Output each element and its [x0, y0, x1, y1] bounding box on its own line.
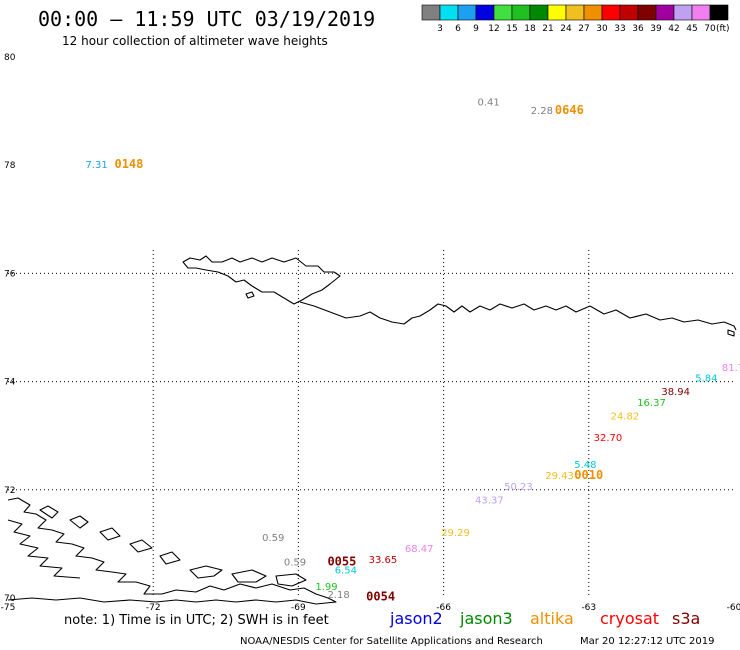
- scale-tick-label: 39: [650, 24, 662, 34]
- scale-swatch: [439, 4, 459, 21]
- wave-height-label: 16.37: [637, 398, 666, 409]
- baffin-coastline-inlet: [7, 519, 81, 579]
- scale-tick-label: 36: [632, 24, 644, 34]
- scale-tick-label: 45: [686, 24, 697, 34]
- scale-swatch: [547, 4, 567, 21]
- scale-tick-label: 9: [473, 24, 479, 34]
- wave-height-label: 38.94: [661, 387, 690, 398]
- wave-height-color-scale: 3 6 9 12 15 18 21 24 27 30 33 36 39 42 45 70: [421, 4, 729, 34]
- scale-tick-label: 42: [668, 24, 679, 34]
- scale-swatch: [655, 4, 675, 21]
- wave-height-label: 2.18: [327, 590, 349, 601]
- scale-units: (ft): [716, 24, 730, 34]
- wave-height-label: 32.70: [594, 433, 623, 444]
- scale-tick-label: 18: [524, 24, 536, 34]
- lon-tick-label: -60: [727, 603, 740, 613]
- lat-tick-label: 72: [4, 486, 15, 496]
- scale-tick-label: 33: [614, 24, 625, 34]
- scale-tick-label: 12: [488, 24, 499, 34]
- wave-height-label: 5.84: [695, 374, 717, 385]
- satellite-legend-item: s3a: [672, 609, 700, 628]
- credit-text: NOAA/NESDIS Center for Satellite Applica…: [240, 636, 543, 647]
- scale-swatch: [583, 4, 603, 21]
- wave-height-label: 2.28: [531, 106, 553, 117]
- scale-swatch: [475, 4, 495, 21]
- scale-tick-label: 24: [560, 24, 572, 34]
- wave-height-label: 1.99: [315, 582, 337, 593]
- scale-tick-label: 6: [455, 24, 461, 34]
- scale-swatch: [619, 4, 639, 21]
- island-east: [727, 329, 735, 337]
- lon-tick-label: -63: [581, 603, 596, 613]
- island-small: [245, 291, 255, 299]
- scale-tick-label: 70: [704, 24, 716, 34]
- scale-tick-label: 21: [542, 24, 553, 34]
- scale-tick-label: 30: [596, 24, 608, 34]
- wave-height-label: 6.54: [335, 566, 357, 577]
- scale-swatch: [511, 4, 531, 21]
- lat-tick-label: 74: [4, 378, 16, 388]
- scale-swatch: [601, 4, 621, 21]
- lat-tick-label: 76: [4, 269, 16, 279]
- wave-height-label: 0.59: [284, 558, 306, 569]
- scale-swatch: [637, 4, 657, 21]
- satellite-legend: jason2 jason3 altika cryosat s3a: [389, 609, 700, 628]
- greenland-coastline-east: [299, 301, 737, 331]
- wave-height-label: 81.76: [722, 363, 740, 374]
- wave-height-label: 29.43: [545, 471, 574, 482]
- scale-swatch: [493, 4, 513, 21]
- pass-time-label: 0055: [327, 555, 356, 569]
- wave-height-label: 43.37: [475, 495, 504, 506]
- satellite-legend-item: jason3: [459, 609, 513, 628]
- wave-height-label: 0.59: [262, 533, 284, 544]
- wave-height-label: 5.48: [574, 460, 596, 471]
- lat-tick-label: 70: [4, 594, 16, 604]
- map-plot: 80 78 76 74 72 70-75 -72 -69 -66 -63 -60 0.41 2.28 7…: [1, 53, 740, 613]
- scale-swatch: [709, 4, 729, 21]
- graticule: 80 78 76 74 72 70-75 -72 -69 -66 -63 -60: [1, 53, 740, 613]
- pass-time-label: 0054: [366, 590, 395, 604]
- scale-swatch: [421, 4, 441, 21]
- lon-tick-label: -72: [146, 603, 161, 613]
- lon-tick-label: -69: [291, 603, 306, 613]
- lat-tick-label: 80: [4, 53, 16, 63]
- wave-height-label: 24.82: [611, 411, 640, 422]
- pass-time-label: 0646: [555, 103, 584, 117]
- satellite-legend-item: altika: [530, 609, 574, 628]
- wave-height-label: 7.31: [85, 160, 107, 171]
- scale-swatch: [565, 4, 585, 21]
- pass-time-label: 0010: [574, 468, 603, 482]
- page-title: 00:00 – 11:59 UTC 03/19/2019: [38, 7, 375, 31]
- lon-tick-label: -75: [1, 603, 16, 613]
- wave-height-label: 29.29: [441, 528, 470, 539]
- baffin-coastline-south: [39, 505, 181, 565]
- baffin-island-fragments: [189, 565, 307, 587]
- wave-height-label: 50.23: [504, 482, 533, 493]
- scale-swatch: [457, 4, 477, 21]
- wave-height-label: 0.41: [477, 98, 499, 109]
- scale-swatch: [673, 4, 693, 21]
- observation-labels: 0.41 2.28 7.31 0.59 0.59 6.54 33.65 68.47 29.29 4…: [85, 98, 740, 604]
- page-subtitle: 12 hour collection of altimeter wave hei…: [62, 34, 328, 48]
- scale-tick-label: 3: [437, 24, 443, 34]
- scale-tick-label: 27: [578, 24, 589, 34]
- scale-swatch: [529, 4, 549, 21]
- greenland-coastline: [182, 255, 341, 305]
- baffin-coastline: [7, 497, 337, 605]
- lon-tick-label: -66: [436, 603, 451, 613]
- pass-time-label: 0148: [114, 157, 143, 171]
- lat-tick-label: 78: [4, 161, 16, 171]
- generated-timestamp: Mar 20 12:27:12 UTC 2019: [580, 636, 715, 647]
- footer-note: note: 1) Time is in UTC; 2) SWH is in fe…: [64, 613, 329, 628]
- scale-tick-label: 15: [506, 24, 517, 34]
- satellite-legend-item: jason2: [389, 609, 443, 628]
- satellite-legend-item: cryosat: [600, 609, 659, 628]
- wave-height-label: 68.47: [405, 544, 434, 555]
- coastline: [7, 255, 737, 605]
- scale-swatch: [691, 4, 711, 21]
- wave-height-label: 33.65: [369, 555, 398, 566]
